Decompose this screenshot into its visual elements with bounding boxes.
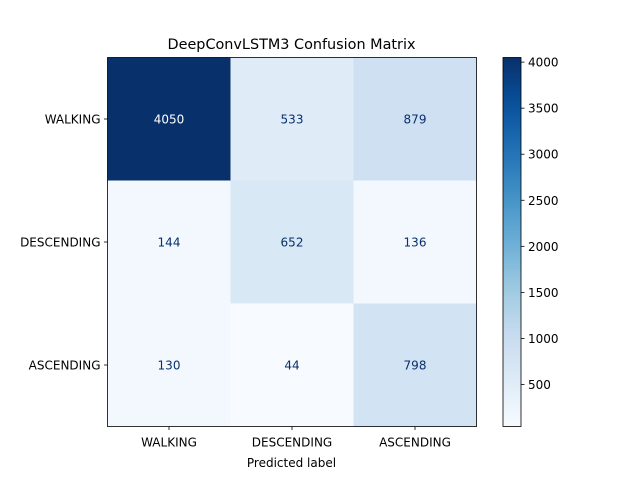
matrix-cell-2-1 bbox=[230, 303, 354, 427]
colorbar-frame bbox=[502, 57, 522, 427]
cell-value-label-0-1: 533 bbox=[281, 113, 304, 127]
colorbar: 500 1000 1500 2000 2500 3000 3500 4000 bbox=[502, 56, 559, 427]
matrix-cell-1-0 bbox=[107, 180, 231, 304]
matrix-cell-1-2 bbox=[353, 180, 477, 304]
matrix-cell-0-0 bbox=[107, 57, 231, 181]
cell-value-label-2-1: 44 bbox=[284, 359, 299, 373]
colorbar-tick-label-7: 4000 bbox=[528, 56, 559, 70]
colorbar-tick-label-2: 1500 bbox=[528, 286, 559, 300]
y-axis-ticks: WALKING DESCENDING ASCENDING bbox=[20, 113, 108, 373]
matrix-cell-1-1 bbox=[230, 180, 354, 304]
x-axis-ticks: WALKING DESCENDING ASCENDING bbox=[141, 426, 451, 450]
colorbar-ticks: 500 1000 1500 2000 2500 3000 3500 4000 bbox=[521, 56, 559, 392]
colorbar-tick-label-6: 3500 bbox=[528, 102, 559, 116]
cell-value-label-1-0: 144 bbox=[158, 236, 181, 250]
matrix-cell-0-2 bbox=[353, 57, 477, 181]
y-tick-label-2: ASCENDING bbox=[29, 359, 101, 373]
cell-value-label-0-2: 879 bbox=[404, 113, 427, 127]
x-tick-label-0: WALKING bbox=[141, 436, 197, 450]
colorbar-tick-label-4: 2500 bbox=[528, 194, 559, 208]
cell-value-label-1-1: 652 bbox=[281, 236, 304, 250]
chart-title: DeepConvLSTM3 Confusion Matrix bbox=[168, 37, 416, 53]
matrix-cell-2-0 bbox=[107, 303, 231, 427]
colorbar-tick-label-0: 500 bbox=[528, 378, 551, 392]
x-axis-label: Predicted label bbox=[247, 456, 336, 470]
y-tick-label-0: WALKING bbox=[45, 113, 101, 127]
matrix-cell-2-2 bbox=[353, 303, 477, 427]
matrix-cell-0-1 bbox=[230, 57, 354, 181]
colorbar-tick-label-1: 1000 bbox=[528, 332, 559, 346]
colorbar-gradient bbox=[503, 57, 521, 427]
x-tick-label-2: ASCENDING bbox=[379, 436, 451, 450]
colorbar-tick-label-3: 2000 bbox=[528, 240, 559, 254]
colorbar-tick-label-5: 3000 bbox=[528, 148, 559, 162]
cell-value-label-2-0: 130 bbox=[158, 359, 181, 373]
x-tick-label-1: DESCENDING bbox=[252, 436, 332, 450]
y-tick-label-1: DESCENDING bbox=[20, 236, 100, 250]
matrix-cell-labels: 4050 533 879 144 652 136 130 44 798 bbox=[154, 113, 427, 373]
cell-value-label-0-0: 4050 bbox=[154, 113, 185, 127]
matrix-cells bbox=[107, 57, 477, 427]
cell-value-label-1-2: 136 bbox=[404, 236, 427, 250]
cell-value-label-2-2: 798 bbox=[404, 359, 427, 373]
